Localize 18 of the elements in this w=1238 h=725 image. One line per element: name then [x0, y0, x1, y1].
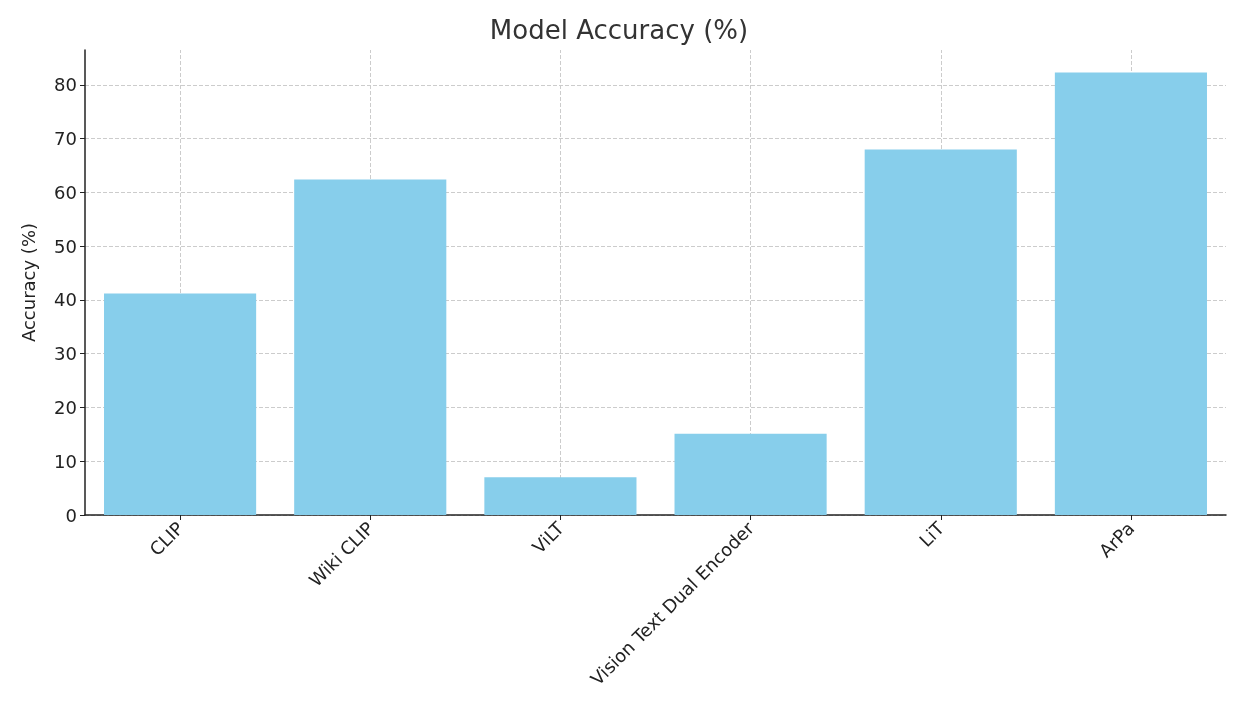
chart-title: Model Accuracy (%): [489, 15, 749, 45]
y-tick-label: 30: [54, 343, 77, 365]
bar: [294, 179, 447, 515]
bar: [674, 433, 827, 515]
bar: [1054, 72, 1207, 515]
y-axis-title: Accuracy (%): [17, 222, 39, 343]
y-tick-label: 0: [65, 504, 77, 526]
y-tick-label: 50: [54, 235, 77, 257]
y-tick-label: 70: [54, 128, 77, 150]
bar: [104, 293, 257, 515]
y-tick-label: 60: [54, 181, 77, 203]
y-tick-label: 40: [54, 289, 77, 311]
y-tick-label: 80: [54, 74, 77, 96]
y-tick-label: 10: [54, 450, 77, 472]
x-tick-label: LiT: [914, 516, 949, 551]
bar: [484, 477, 637, 515]
bar: [864, 149, 1017, 515]
y-tick-label: 20: [54, 396, 77, 418]
